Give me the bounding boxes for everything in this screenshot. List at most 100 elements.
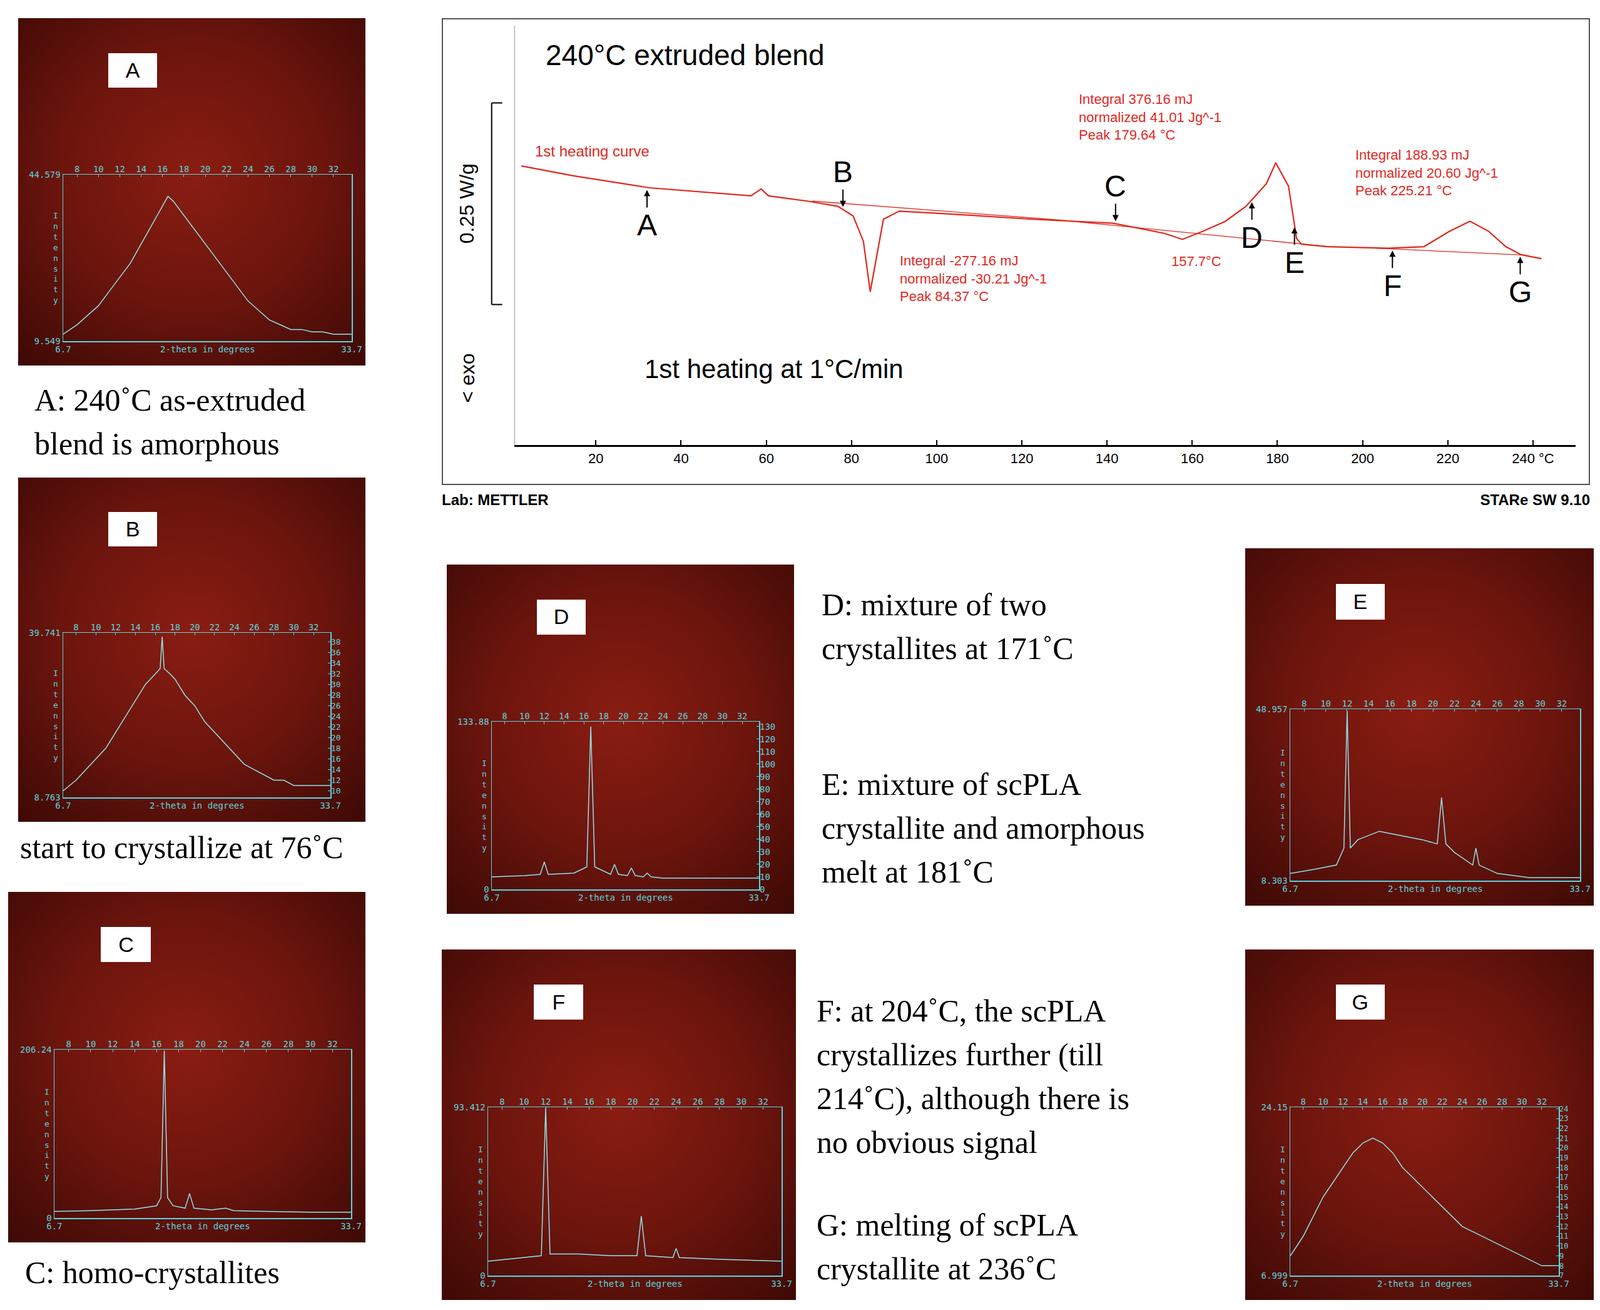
svg-text:32: 32 (757, 1096, 769, 1107)
svg-text:F: F (1383, 269, 1402, 303)
svg-text:90: 90 (759, 771, 771, 782)
svg-text:16: 16 (578, 710, 590, 721)
svg-text:21: 21 (1559, 1133, 1569, 1143)
svg-text:32: 32 (1536, 1096, 1548, 1107)
svg-text:23: 23 (1559, 1113, 1569, 1123)
svg-text:8: 8 (66, 1038, 72, 1049)
svg-text:9: 9 (1559, 1251, 1564, 1261)
svg-text:0: 0 (46, 1212, 52, 1223)
svg-text:160: 160 (1180, 450, 1204, 467)
svg-text:28: 28 (714, 1096, 726, 1107)
svg-text:14: 14 (1559, 1202, 1569, 1211)
svg-text:38: 38 (331, 636, 342, 647)
svg-text:24: 24 (239, 1038, 250, 1049)
svg-text:12: 12 (331, 775, 342, 785)
svg-text:180: 180 (1265, 450, 1290, 467)
svg-text:14: 14 (135, 163, 147, 174)
svg-text:7: 7 (1559, 1270, 1564, 1280)
svg-text:33.7: 33.7 (340, 1220, 362, 1231)
svg-text:20: 20 (588, 450, 604, 467)
svg-text:30: 30 (1516, 1096, 1528, 1107)
svg-text:16: 16 (583, 1096, 595, 1107)
svg-text:48.957: 48.957 (1255, 703, 1288, 714)
svg-text:10: 10 (85, 1038, 97, 1049)
svg-text:44.579: 44.579 (28, 169, 61, 180)
svg-text:200: 200 (1350, 450, 1375, 467)
svg-text:39.741: 39.741 (28, 627, 61, 638)
svg-text:14: 14 (331, 764, 342, 775)
svg-text:24: 24 (1456, 1096, 1468, 1107)
svg-text:140: 140 (1095, 450, 1119, 467)
svg-text:28: 28 (285, 163, 296, 174)
svg-text:1st heating at 1°C/min: 1st heating at 1°C/min (644, 354, 904, 384)
svg-text:Intensity: Intensity (481, 758, 487, 853)
svg-text:22: 22 (1559, 1123, 1569, 1133)
svg-text:60: 60 (758, 450, 774, 467)
svg-text:70: 70 (759, 796, 771, 807)
svg-text:22: 22 (331, 722, 342, 732)
svg-text:18: 18 (1406, 698, 1417, 709)
svg-text:19: 19 (1559, 1153, 1569, 1162)
svg-text:93.412: 93.412 (453, 1101, 486, 1112)
svg-text:20: 20 (195, 1038, 206, 1049)
svg-text:34: 34 (331, 658, 342, 668)
svg-text:10: 10 (90, 621, 102, 632)
svg-text:16: 16 (1559, 1182, 1569, 1192)
svg-text:B: B (832, 155, 853, 189)
svg-text:11: 11 (1559, 1231, 1569, 1241)
svg-text:8: 8 (73, 621, 79, 632)
svg-text:20: 20 (200, 163, 211, 174)
svg-text:A: A (636, 208, 658, 242)
svg-text:16: 16 (1384, 698, 1396, 709)
svg-text:10: 10 (519, 710, 530, 721)
svg-text:33.7: 33.7 (770, 1278, 793, 1289)
svg-text:16: 16 (1377, 1096, 1388, 1107)
svg-text:30: 30 (717, 710, 728, 721)
svg-text:32: 32 (1556, 698, 1567, 709)
svg-text:2-theta in degrees: 2-theta in degrees (587, 1278, 683, 1289)
svg-text:26: 26 (677, 710, 689, 721)
svg-text:12: 12 (114, 163, 126, 174)
svg-text:8: 8 (1559, 1261, 1564, 1271)
svg-text:10: 10 (331, 785, 342, 796)
svg-text:133.88: 133.88 (457, 716, 490, 727)
svg-text:33.7: 33.7 (748, 892, 770, 903)
svg-text:32: 32 (308, 621, 320, 632)
svg-text:30: 30 (331, 679, 342, 689)
svg-text:10: 10 (93, 163, 104, 174)
svg-text:100: 100 (759, 759, 776, 770)
svg-text:24.15: 24.15 (1261, 1101, 1288, 1112)
svg-text:24: 24 (1559, 1104, 1569, 1114)
svg-text:14: 14 (1363, 698, 1375, 709)
svg-text:30: 30 (1534, 698, 1546, 709)
svg-text:6.7: 6.7 (1282, 883, 1298, 894)
svg-text:6.7: 6.7 (55, 344, 71, 355)
svg-text:10: 10 (1559, 1241, 1569, 1251)
svg-text:6.999: 6.999 (1261, 1270, 1288, 1281)
svg-text:18: 18 (169, 621, 181, 632)
svg-text:6.7: 6.7 (55, 800, 71, 811)
svg-text:16: 16 (151, 1038, 163, 1049)
svg-text:24: 24 (242, 163, 254, 174)
svg-text:33.7: 33.7 (1569, 883, 1591, 894)
svg-text:32: 32 (737, 710, 748, 721)
svg-text:2-theta in degrees: 2-theta in degrees (578, 892, 674, 903)
svg-text:0: 0 (759, 884, 765, 895)
svg-text:28: 28 (283, 1038, 295, 1049)
svg-text:80: 80 (844, 450, 860, 467)
svg-text:28: 28 (1496, 1096, 1508, 1107)
svg-text:30: 30 (735, 1096, 747, 1107)
svg-text:12: 12 (107, 1038, 119, 1049)
svg-text:22: 22 (209, 621, 221, 632)
svg-text:33.7: 33.7 (319, 800, 342, 811)
svg-text:32: 32 (327, 1038, 338, 1049)
svg-text:22: 22 (1437, 1096, 1448, 1107)
svg-text:6.7: 6.7 (483, 892, 500, 903)
svg-text:< exo: < exo (456, 352, 479, 403)
svg-text:G: G (1508, 275, 1532, 309)
svg-text:20: 20 (1417, 1096, 1428, 1107)
svg-text:20: 20 (1559, 1143, 1569, 1152)
svg-text:8: 8 (1301, 698, 1307, 709)
svg-text:22: 22 (648, 1096, 660, 1107)
svg-text:18: 18 (605, 1096, 617, 1107)
